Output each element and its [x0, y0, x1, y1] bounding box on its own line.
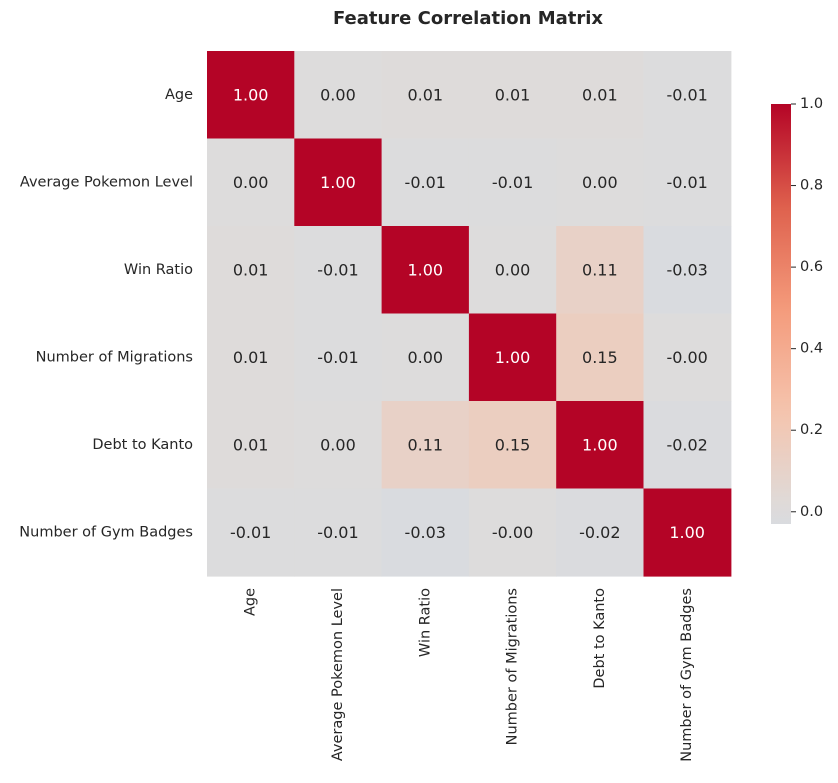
- heatmap-cell: [643, 401, 732, 490]
- heatmap-cell-value: 0.00: [320, 435, 356, 454]
- heatmap-cell-value: 0.00: [495, 260, 531, 279]
- x-tick-label: Number of Gym Badges: [679, 588, 695, 762]
- colorbar-tick-label: 0.2: [800, 422, 823, 438]
- heatmap-cell: [381, 226, 470, 315]
- x-axis-tick-labels: Age Average Pokemon Level Win Ratio Number …: [243, 588, 696, 762]
- heatmap-cell-value: -0.01: [666, 173, 707, 192]
- x-tick-label: Number of Migrations: [505, 588, 521, 745]
- heatmap-cell: [207, 401, 295, 490]
- heatmap-cell: [381, 51, 470, 140]
- heatmap-cell-value: 0.01: [407, 85, 443, 104]
- heatmap-cell: [643, 51, 732, 140]
- heatmap-cell: [207, 51, 295, 140]
- colorbar-tick-label: 0.0: [800, 504, 823, 520]
- heatmap-cell-value: 1.00: [407, 260, 443, 279]
- colorbar-tick-label: 0.8: [800, 178, 823, 194]
- x-tick-label: Debt to Kanto: [592, 588, 608, 689]
- y-tick-label: Win Ratio: [124, 262, 193, 278]
- heatmap-cell-value: -0.01: [317, 348, 358, 367]
- heatmap-cell: [556, 401, 645, 490]
- colorbar-gradient: [771, 104, 791, 524]
- heatmap-cell-value: -0.01: [492, 173, 533, 192]
- heatmap-cell-value: -0.03: [666, 260, 707, 279]
- heatmap-cell: [294, 313, 383, 402]
- heatmap-cell-value: 0.11: [407, 435, 443, 454]
- heatmap-cell-value: 0.00: [233, 173, 269, 192]
- heatmap-cell: [381, 313, 470, 402]
- y-tick-label: Age: [165, 87, 193, 103]
- y-tick-label: Average Pokemon Level: [20, 174, 193, 190]
- heatmap-cell-value: 0.01: [233, 260, 269, 279]
- heatmap-cell-value: -0.01: [230, 523, 271, 542]
- heatmap-cell-value: 1.00: [495, 348, 531, 367]
- heatmap-cell-value: 0.15: [495, 435, 531, 454]
- heatmap-cells: 1.00 0.00 0.01 0.01 0.01 -0.01 0.00 1.00 -0.01 -0…: [207, 51, 732, 577]
- heatmap-cell-value: -0.00: [666, 348, 707, 367]
- heatmap-cell: [468, 138, 557, 227]
- chart-title: Feature Correlation Matrix: [333, 8, 603, 29]
- heatmap-cell-value: 1.00: [582, 435, 618, 454]
- heatmap-cell: [294, 51, 383, 140]
- heatmap-cell: [381, 401, 470, 490]
- heatmap-cell: [468, 401, 557, 490]
- heatmap-cell-value: 0.15: [582, 348, 618, 367]
- heatmap-cell: [468, 51, 557, 140]
- heatmap-cell-value: -0.02: [666, 435, 707, 454]
- y-axis-tick-labels: Age Average Pokemon Level Win Ratio Number …: [19, 87, 193, 541]
- heatmap-cell-value: 0.00: [320, 85, 356, 104]
- heatmap-cell: [294, 138, 383, 227]
- heatmap-cell-value: -0.02: [579, 523, 620, 542]
- heatmap-cell-value: -0.01: [317, 260, 358, 279]
- heatmap-cell-value: -0.01: [405, 173, 446, 192]
- colorbar-tick-label: 1.0: [800, 96, 823, 112]
- heatmap-cell: [556, 313, 645, 402]
- heatmap-cell: [643, 488, 732, 577]
- heatmap-cell-value: 0.11: [582, 260, 618, 279]
- heatmap-cell-value: -0.01: [317, 523, 358, 542]
- y-tick-label: Number of Gym Badges: [19, 524, 193, 540]
- y-tick-label: Number of Migrations: [36, 349, 193, 365]
- heatmap-cell: [207, 138, 295, 227]
- heatmap-cell-value: 1.00: [669, 523, 705, 542]
- heatmap-cell: [207, 313, 295, 402]
- heatmap-cell-value: 0.01: [582, 85, 618, 104]
- colorbar-tick-label: 0.6: [800, 259, 823, 275]
- heatmap-cell: [556, 138, 645, 227]
- heatmap-cell-value: 0.00: [407, 348, 443, 367]
- heatmap-cell: [643, 226, 732, 315]
- heatmap-cell: [207, 488, 295, 577]
- heatmap-cell: [294, 226, 383, 315]
- x-tick-label: Age: [243, 588, 259, 616]
- heatmap-cell: [294, 488, 383, 577]
- heatmap-cell: [381, 138, 470, 227]
- y-tick-label: Debt to Kanto: [92, 437, 193, 453]
- colorbar-tick-label: 0.4: [800, 341, 823, 357]
- heatmap-cell-value: 0.00: [582, 173, 618, 192]
- heatmap-cell-value: 0.01: [233, 348, 269, 367]
- heatmap-cell: [468, 313, 557, 402]
- x-tick-label: Win Ratio: [417, 588, 433, 657]
- heatmap-cell-value: 1.00: [320, 173, 356, 192]
- heatmap-cell-value: 0.01: [233, 435, 269, 454]
- heatmap-cell: [381, 488, 470, 577]
- heatmap-cell: [643, 313, 732, 402]
- heatmap-cell: [207, 226, 295, 315]
- heatmap-cell: [468, 488, 557, 577]
- heatmap-cell-value: -0.03: [405, 523, 446, 542]
- heatmap-cell: [556, 226, 645, 315]
- heatmap-cell-value: 1.00: [233, 85, 269, 104]
- heatmap-cell: [294, 401, 383, 490]
- heatmap-cell-value: -0.00: [492, 523, 533, 542]
- heatmap-cell-value: 0.01: [495, 85, 531, 104]
- heatmap-cell-value: -0.01: [666, 85, 707, 104]
- heatmap-cell: [468, 226, 557, 315]
- heatmap-cell: [643, 138, 732, 227]
- heatmap-cell: [556, 488, 645, 577]
- colorbar: 0.0 0.2 0.4 0.6 0.8 1.0: [771, 96, 823, 524]
- heatmap-cell: [556, 51, 645, 140]
- x-tick-label: Average Pokemon Level: [330, 588, 346, 761]
